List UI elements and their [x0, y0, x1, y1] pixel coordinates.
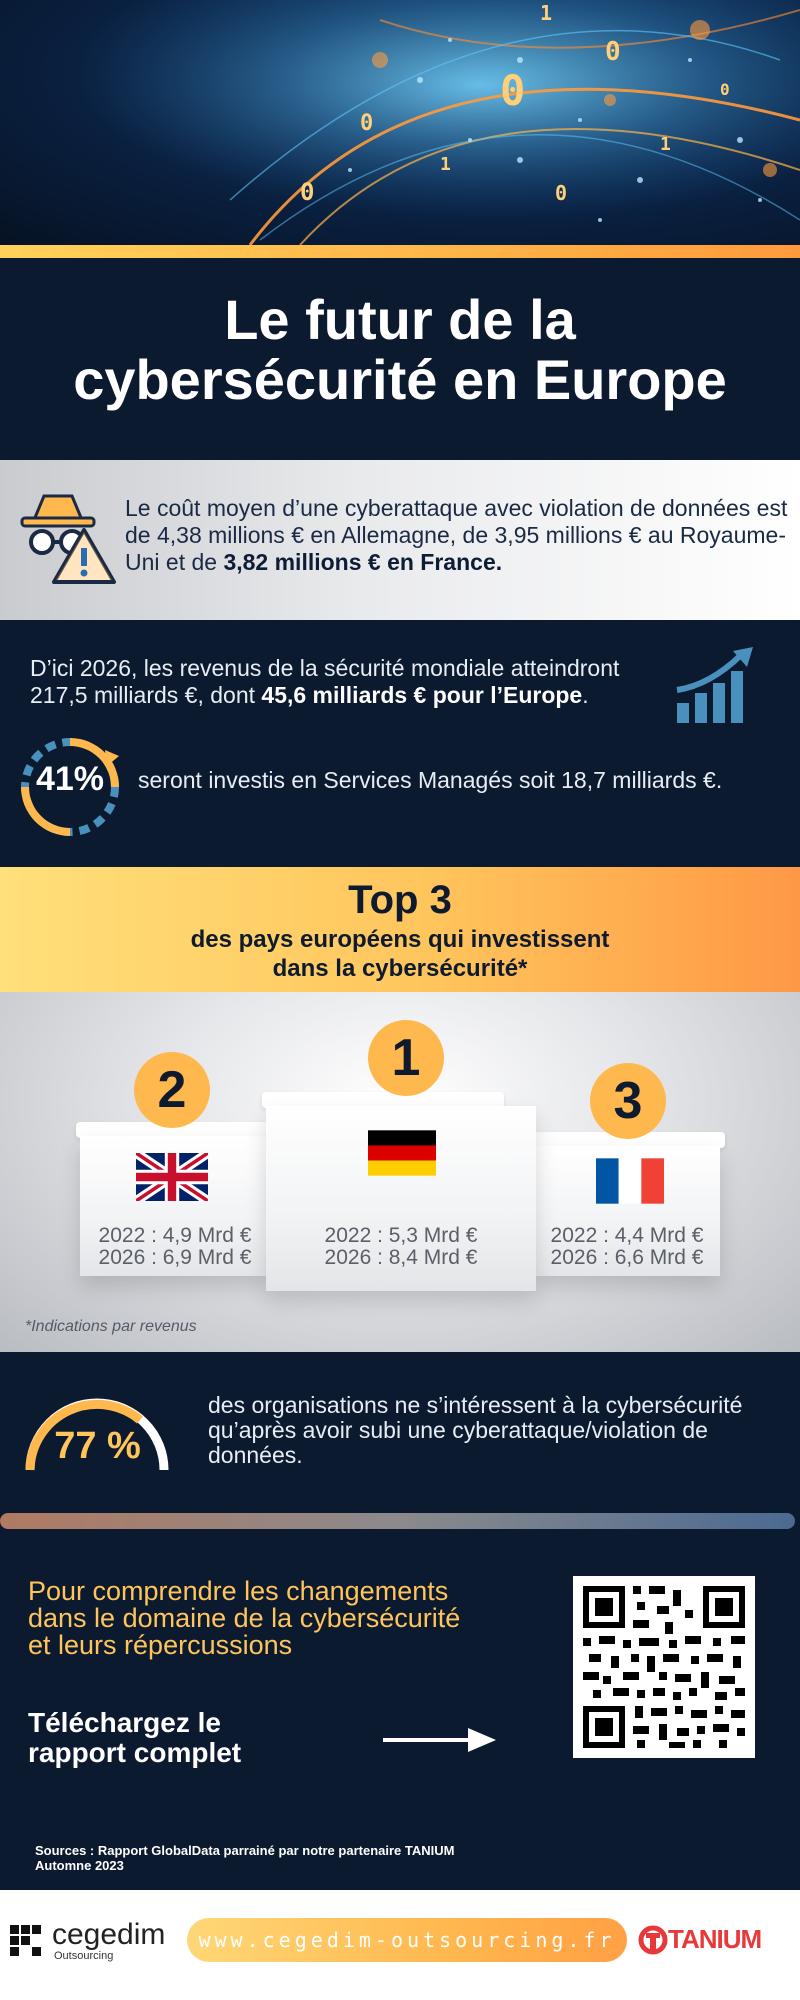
podium-2-top — [76, 1122, 271, 1138]
page-title: Le futur de la cybersécurité en Europe — [0, 290, 800, 410]
svg-text:0: 0 — [300, 178, 314, 206]
podium-1-top — [262, 1092, 504, 1108]
website-link[interactable]: www.cegedim-outsourcing.fr — [187, 1918, 627, 1962]
revenue-highlight: 45,6 milliards € pour l’Europe — [261, 682, 583, 708]
svg-text:0: 0 — [360, 111, 373, 136]
svg-text:1: 1 — [440, 154, 451, 175]
cegedim-logo-name: cegedim — [52, 1918, 166, 1951]
rank-3-medal: 3 — [590, 1063, 666, 1139]
podium-2-values: 2022 : 4,9 Mrd € 2026 : 6,9 Mrd € — [98, 1224, 252, 1269]
spy-warning-icon — [20, 494, 116, 584]
svg-text:0: 0 — [555, 181, 567, 205]
germany-flag — [368, 1130, 436, 1176]
managed-services-text: seront investis en Services Managés soit… — [138, 767, 723, 793]
cost-highlight: 3,82 millions € en France. — [223, 549, 503, 575]
percent-41-label: 41% — [35, 760, 105, 798]
podium-1-values: 2022 : 5,3 Mrd € 2026 : 8,4 Mrd € — [324, 1224, 478, 1269]
qr-code[interactable] — [573, 1576, 755, 1758]
cegedim-logo-icon — [10, 1925, 41, 1956]
cost-text: Le coût moyen d’une cyberattaque avec vi… — [125, 495, 788, 575]
svg-text:1: 1 — [540, 1, 552, 25]
rank-2-medal: 2 — [134, 1052, 210, 1128]
svg-text:0: 0 — [720, 80, 730, 99]
cta-text: Pour comprendre les changements dans le … — [28, 1576, 461, 1660]
tanium-logo-name: TANIUM — [668, 1924, 762, 1954]
rank-1-medal: 1 — [368, 1020, 444, 1096]
cegedim-logo-subtitle: Outsourcing — [54, 1950, 114, 1962]
sources-text: Sources : Rapport GlobalData parrainé pa… — [35, 1843, 455, 1873]
cost-section — [0, 460, 800, 620]
title-line-2: cybersécurité en Europe — [73, 348, 727, 411]
revenue-text: D’ici 2026, les revenus de la sécurité m… — [30, 655, 620, 708]
percent-41-ring — [21, 738, 119, 836]
digital-globe-illustration: 0 0 0 1 0 1 0 0 1 — [0, 0, 800, 245]
podium-footnote: *Indications par revenus — [25, 1318, 197, 1335]
top3-title: Top 3 — [348, 878, 452, 922]
podium-3-values: 2022 : 4,4 Mrd € 2026 : 6,6 Mrd € — [550, 1224, 704, 1269]
organisations-text: des organisations ne s’intéressent à la … — [208, 1392, 743, 1468]
podium-3-top — [530, 1132, 725, 1148]
svg-text:0: 0 — [605, 37, 621, 67]
percent-77-gauge — [25, 1398, 169, 1471]
growth-chart-icon — [676, 647, 753, 723]
tanium-logo-icon — [638, 1925, 668, 1955]
svg-text:0: 0 — [500, 66, 525, 115]
hero-image: 0 0 0 1 0 1 0 0 1 — [0, 0, 800, 245]
arrow-right-icon — [383, 1728, 496, 1752]
percent-77-label: 77 % — [54, 1425, 141, 1467]
section-divider — [0, 1513, 795, 1529]
svg-text:1: 1 — [660, 134, 671, 155]
top3-subtitle: des pays européens qui investissent dans… — [190, 926, 610, 982]
hero-accent-bar — [0, 245, 800, 258]
title-line-1: Le futur de la — [224, 288, 576, 351]
top3-header — [0, 867, 800, 992]
france-flag — [596, 1158, 664, 1204]
uk-flag — [136, 1153, 208, 1201]
download-report-label[interactable]: Téléchargez le rapport complet — [28, 1707, 242, 1768]
